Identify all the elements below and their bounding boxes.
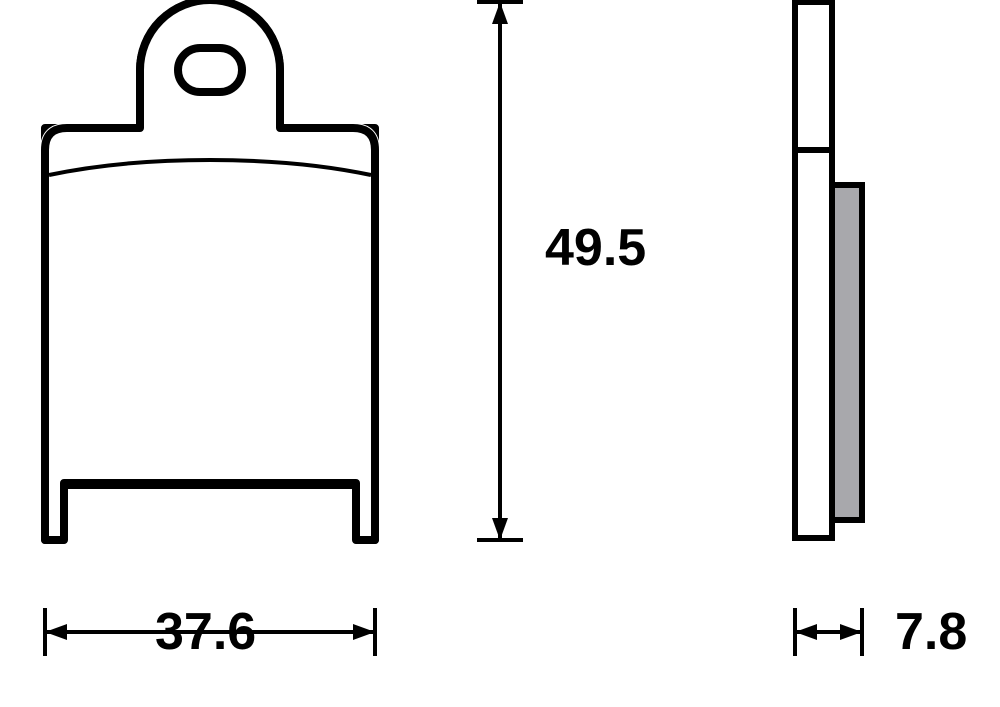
side-view (795, 2, 862, 538)
dimension-height (477, 2, 523, 540)
drawing-svg (0, 0, 1000, 707)
dimension-thickness (795, 608, 862, 656)
front-view (45, 0, 375, 540)
backing-plate (795, 2, 832, 538)
friction-material (832, 185, 862, 520)
thickness-label: 7.8 (895, 602, 967, 662)
technical-drawing: 49.5 37.6 7.8 (0, 0, 1000, 707)
height-label: 49.5 (545, 218, 646, 278)
width-label: 37.6 (155, 602, 256, 662)
mounting-hole (178, 48, 242, 92)
